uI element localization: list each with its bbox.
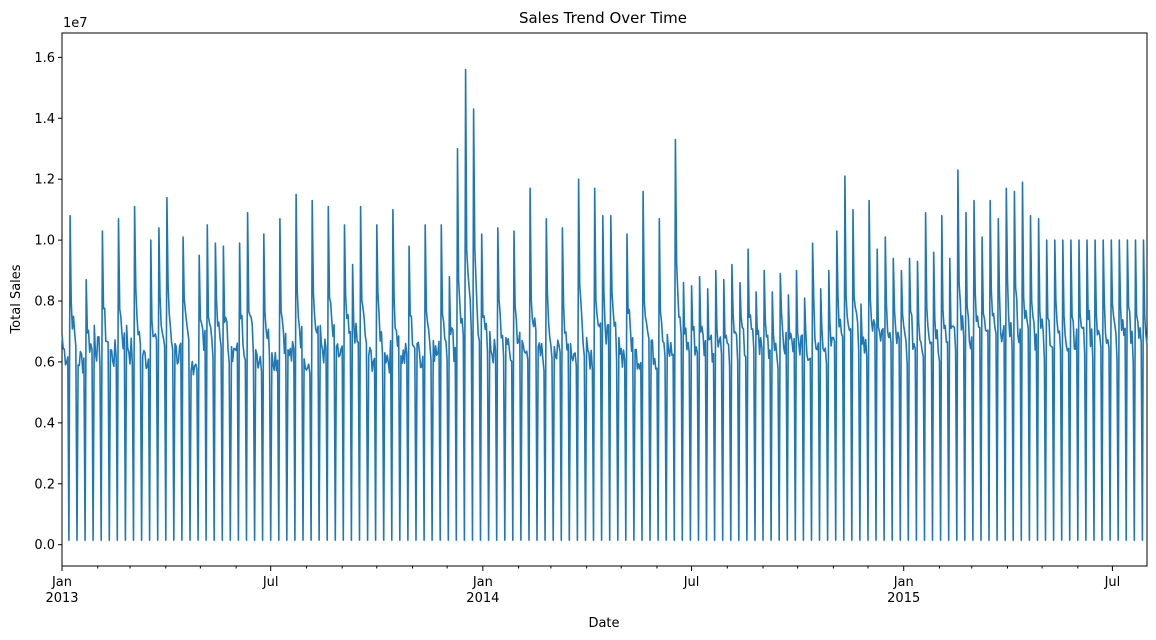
y-tick-label: 0.0	[34, 538, 55, 553]
x-tick-year-label: 2013	[45, 591, 78, 606]
y-tick-label: 0.2	[34, 477, 55, 492]
y-tick-label: 0.4	[34, 416, 55, 431]
y-tick-label: 0.6	[34, 355, 55, 370]
x-axis-title: Date	[588, 616, 619, 631]
x-tick-label: Jan	[51, 575, 72, 590]
x-tick-label: Jul	[262, 575, 279, 590]
y-tick-label: 0.8	[34, 295, 55, 310]
y-axis-title: Total Sales	[9, 264, 24, 334]
x-tick-label: Jul	[683, 575, 700, 590]
plot-frame	[61, 32, 1148, 567]
y-tick-label: 1.2	[34, 173, 55, 188]
y-scale-label: 1e7	[63, 16, 88, 31]
x-tick-label: Jul	[1104, 575, 1121, 590]
x-tick-year-label: 2014	[466, 591, 499, 606]
x-tick-year-label: 2015	[887, 591, 920, 606]
y-axis: 0.0 0.2 0.4 0.6 0.8 1.0 1.2 1.4 1.6	[34, 51, 62, 553]
y-tick-label: 1.0	[34, 234, 55, 249]
y-tick-label: 1.4	[34, 112, 55, 127]
x-tick-label: Jan	[472, 575, 493, 590]
chart-title: Sales Trend Over Time	[519, 9, 687, 27]
y-tick-label: 1.6	[34, 51, 55, 66]
sales-series-line	[61, 68, 1148, 541]
x-tick-label: Jan	[893, 575, 914, 590]
